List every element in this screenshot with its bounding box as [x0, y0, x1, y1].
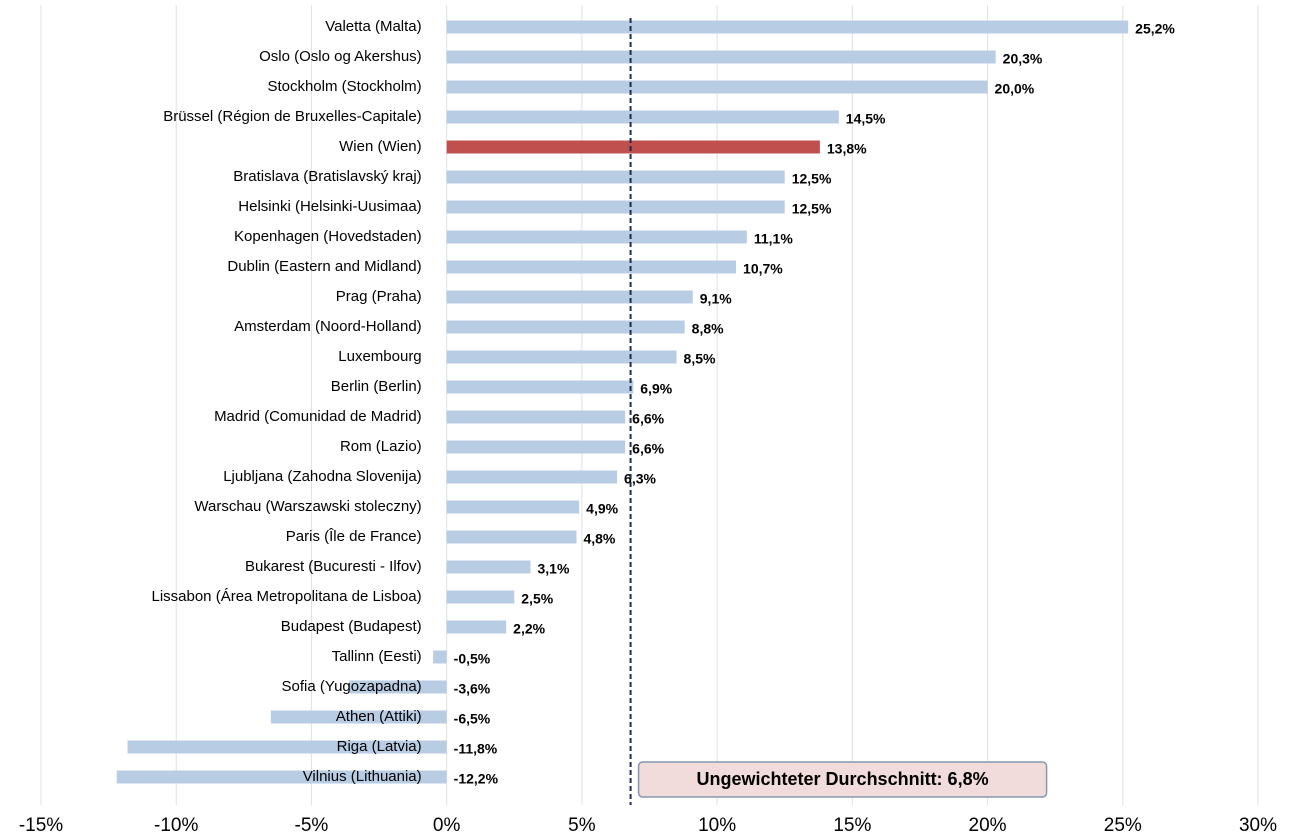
- average-box: [637, 761, 1048, 798]
- bar: [446, 110, 839, 124]
- x-tick-label: -5%: [295, 815, 329, 836]
- category-label: Bukarest (Bucuresti - Ilfov): [245, 558, 422, 575]
- bar: [127, 740, 447, 754]
- category-label: Amsterdam (Noord-Holland): [234, 318, 422, 335]
- bar: [446, 590, 515, 604]
- bar: [446, 470, 618, 484]
- value-label: -3,6%: [454, 681, 491, 697]
- value-label: 13,8%: [827, 141, 867, 157]
- category-label: Athen (Attiki): [336, 708, 422, 725]
- value-label: 9,1%: [700, 291, 732, 307]
- bar: [446, 530, 577, 544]
- value-label: 4,9%: [586, 501, 618, 517]
- category-label: Sofia (Yugozapadna): [282, 678, 422, 695]
- value-label: 2,2%: [513, 621, 545, 637]
- value-label: 12,5%: [792, 171, 832, 187]
- x-tick-label: 30%: [1239, 815, 1277, 836]
- category-label: Tallinn (Eesti): [332, 648, 422, 665]
- bar: [446, 380, 634, 394]
- bar: [446, 440, 626, 454]
- bar: [446, 200, 785, 214]
- category-label: Dublin (Eastern and Midland): [227, 258, 421, 275]
- value-label: -12,2%: [454, 771, 499, 787]
- value-label: 6,9%: [640, 381, 672, 397]
- x-tick-label: 10%: [698, 815, 736, 836]
- category-label: Budapest (Budapest): [281, 618, 422, 635]
- x-tick-label: -10%: [154, 815, 198, 836]
- average-label: Ungewichteter Durchschnitt: 6,8%: [697, 769, 989, 789]
- category-label: Lissabon (Área Metropolitana de Lisboa): [151, 588, 421, 605]
- value-label: 6,6%: [632, 411, 664, 427]
- category-label: Valetta (Malta): [325, 18, 421, 35]
- value-label: 20,3%: [1003, 51, 1043, 67]
- value-label: 8,5%: [684, 351, 716, 367]
- bar: [446, 620, 507, 634]
- bar: [446, 140, 820, 154]
- bar: [433, 650, 447, 664]
- value-label: 12,5%: [792, 201, 832, 217]
- category-label: Helsinki (Helsinki-Uusimaa): [238, 198, 421, 215]
- bar: [446, 410, 626, 424]
- value-label: 10,7%: [743, 261, 783, 277]
- category-label: Stockholm (Stockholm): [267, 78, 421, 95]
- x-tick-label: 15%: [833, 815, 871, 836]
- category-label: Rom (Lazio): [340, 438, 422, 455]
- value-label: -11,8%: [454, 741, 498, 757]
- bar: [446, 50, 996, 64]
- bar: [270, 710, 447, 724]
- bar: [446, 290, 693, 304]
- bar: [446, 80, 988, 94]
- value-label: -6,5%: [454, 711, 491, 727]
- category-label: Warschau (Warszawski stoleczny): [194, 498, 421, 515]
- bar: [446, 350, 677, 364]
- value-label: 6,3%: [624, 471, 656, 487]
- category-label: Kopenhagen (Hovedstaden): [234, 228, 422, 245]
- category-label: Riga (Latvia): [337, 738, 422, 755]
- x-tick-label: 0%: [433, 815, 461, 836]
- value-label: 3,1%: [538, 561, 570, 577]
- x-tick-label: 20%: [969, 815, 1007, 836]
- category-label: Ljubljana (Zahodna Slovenija): [223, 468, 421, 485]
- bar: [446, 170, 785, 184]
- category-label: Prag (Praha): [336, 288, 422, 305]
- bar: [446, 230, 747, 244]
- bar: [116, 770, 447, 784]
- category-label: Brüssel (Région de Bruxelles-Capitale): [163, 108, 421, 125]
- category-label: Wien (Wien): [339, 138, 422, 155]
- x-tick-label: -15%: [19, 815, 63, 836]
- value-label: 2,5%: [521, 591, 553, 607]
- bar: [446, 320, 685, 334]
- value-label: -0,5%: [454, 651, 491, 667]
- category-label: Bratislava (Bratislavský kraj): [233, 168, 421, 185]
- value-label: 6,6%: [632, 441, 664, 457]
- category-label: Luxembourg: [338, 348, 421, 365]
- category-label: Berlin (Berlin): [331, 378, 422, 395]
- value-label: 11,1%: [754, 231, 793, 247]
- value-label: 4,8%: [583, 531, 615, 547]
- category-label: Oslo (Oslo og Akershus): [259, 48, 422, 65]
- bar: [446, 260, 737, 274]
- x-tick-label: 5%: [568, 815, 596, 836]
- bar: [446, 560, 531, 574]
- category-label: Vilnius (Lithuania): [303, 768, 422, 785]
- bar: [446, 500, 580, 514]
- value-label: 8,8%: [692, 321, 724, 337]
- value-label: 25,2%: [1135, 21, 1175, 37]
- x-tick-label: 25%: [1104, 815, 1142, 836]
- value-label: 14,5%: [846, 111, 886, 127]
- category-label: Madrid (Comunidad de Madrid): [214, 408, 422, 425]
- value-label: 20,0%: [995, 81, 1035, 97]
- bar: [446, 20, 1129, 34]
- category-label: Paris (Île de France): [286, 528, 422, 545]
- bar: [349, 680, 447, 694]
